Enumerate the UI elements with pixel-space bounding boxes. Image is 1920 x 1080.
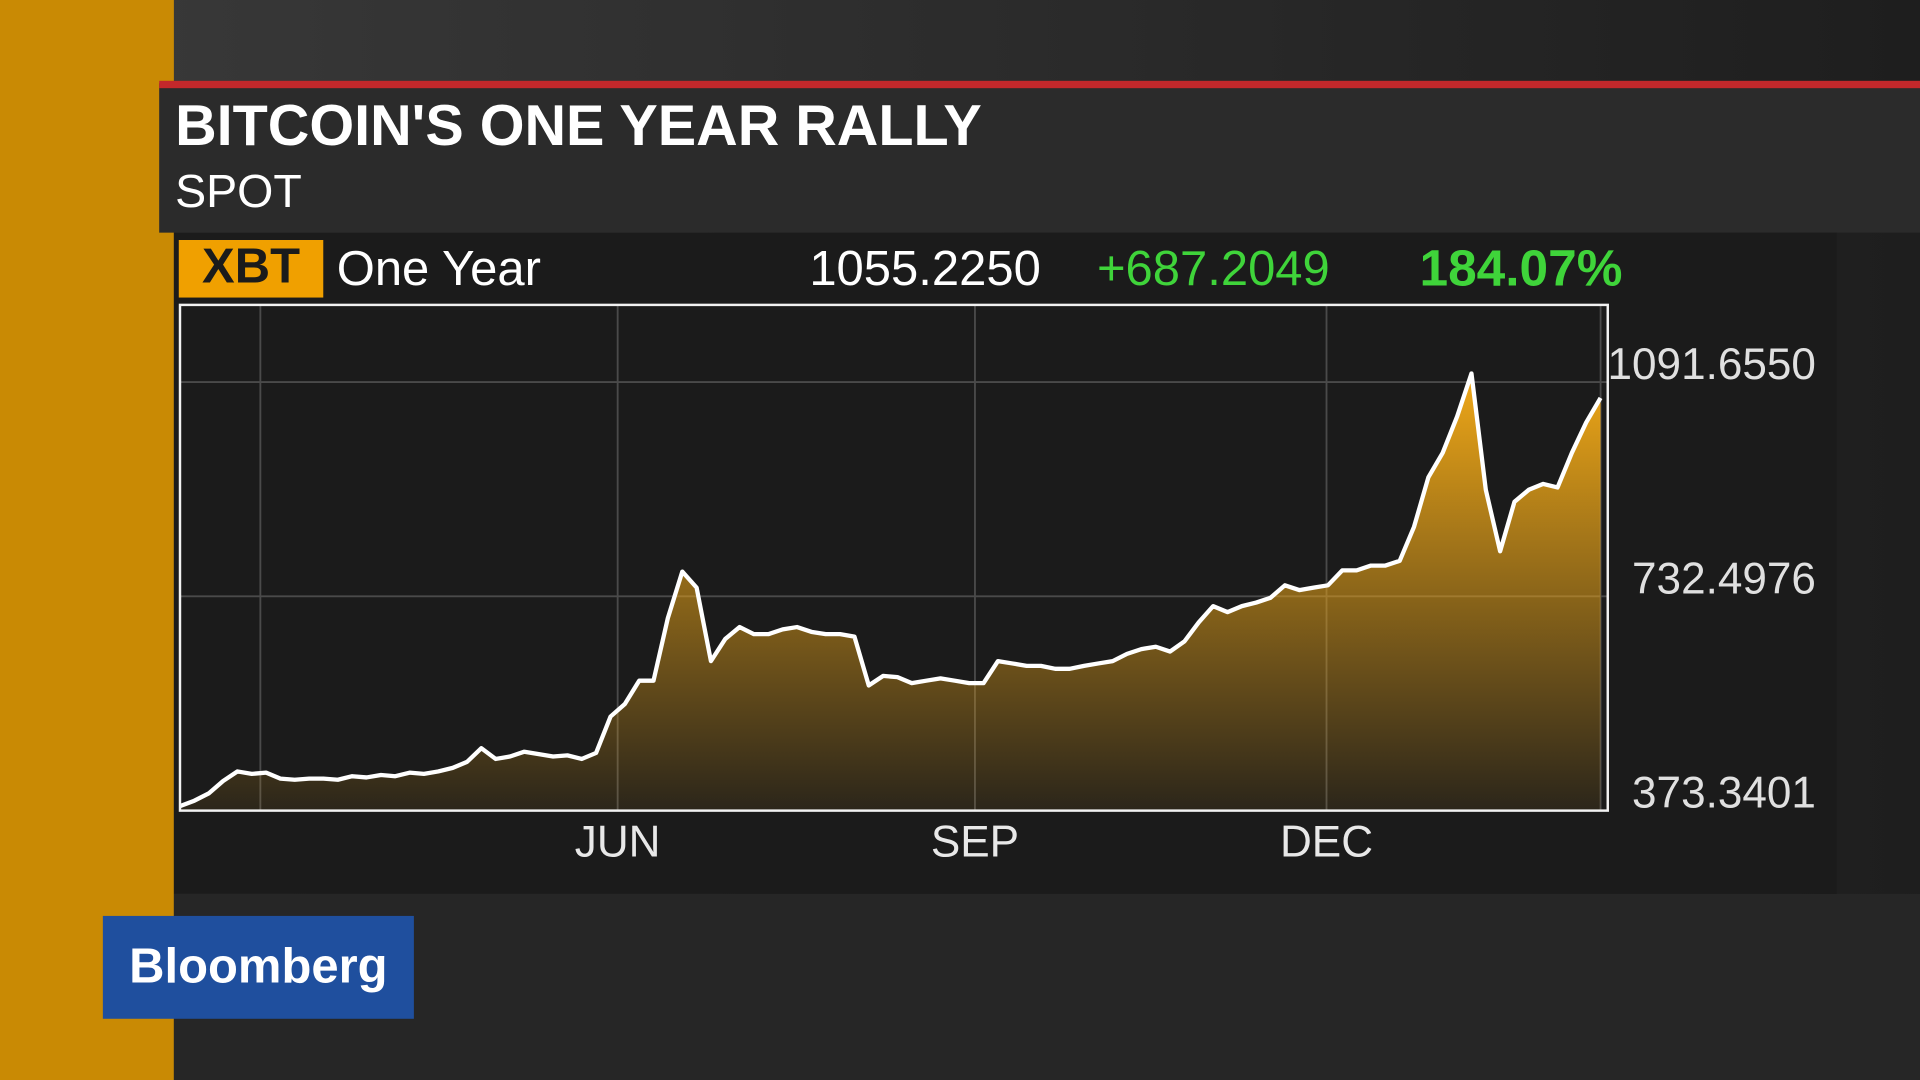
ticker: XBT (202, 239, 300, 293)
plot: 373.3401 732.4976 1091.6550 JUN SEP DEC (178, 303, 1816, 867)
brand-logo: Bloomberg (129, 940, 387, 994)
chart-title: BITCOIN'S ONE YEAR RALLY (175, 94, 982, 158)
lower-band (173, 893, 1920, 1080)
header-red-line (159, 80, 1920, 89)
y-tick-label: 732.4976 (1632, 554, 1816, 603)
side-stripe (0, 0, 174, 1080)
plot-frame (178, 303, 1609, 812)
ticker-box (178, 240, 324, 298)
change-pct: 184.07% (1419, 238, 1622, 296)
period: One Year (337, 242, 541, 296)
chart-subtitle: SPOT (175, 165, 302, 217)
y-tick-label: 373.3401 (1632, 769, 1816, 818)
area-fill (180, 373, 1601, 811)
x-tick-label: DEC (1280, 818, 1373, 867)
header-bar (159, 83, 1920, 233)
change: +687.2049 (1097, 242, 1330, 296)
x-tick-label: SEP (931, 818, 1019, 867)
last-price: 1055.2250 (809, 242, 1040, 296)
y-tick-label: 1091.6550 (1608, 340, 1816, 389)
x-tick-label: JUN (575, 818, 661, 867)
logo-box (102, 915, 414, 1019)
price-line (179, 371, 1603, 809)
